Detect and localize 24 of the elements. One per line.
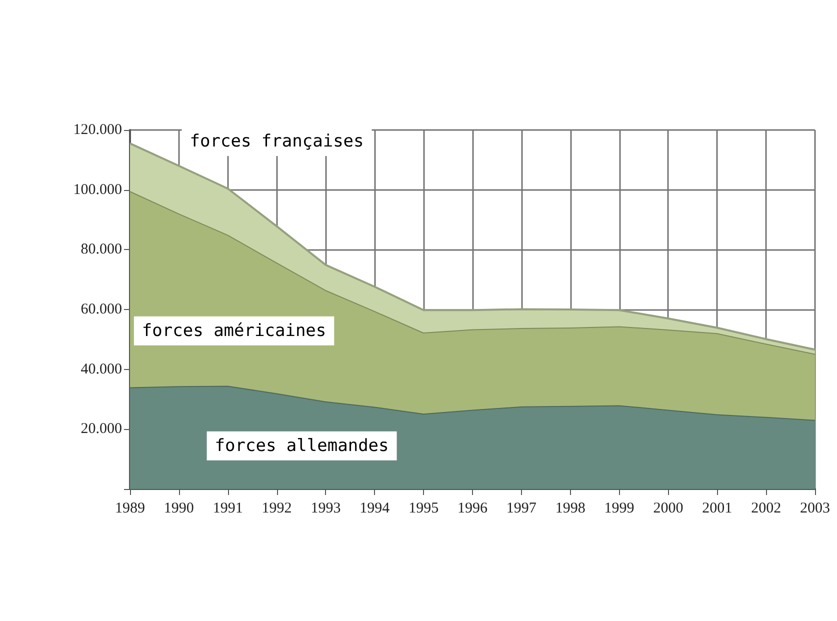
x-tick-label: 1990 bbox=[164, 500, 194, 516]
y-tick-label: 60.000 bbox=[80, 302, 122, 318]
y-tick-label: 40.000 bbox=[80, 361, 122, 378]
y-tick-label: 100.000 bbox=[73, 182, 122, 198]
series-label: forces allemandes bbox=[214, 436, 389, 456]
x-tick-label: 2002 bbox=[751, 500, 782, 516]
x-tick-label: 1996 bbox=[458, 500, 488, 516]
x-tick-label: 2003 bbox=[800, 500, 830, 516]
x-tick-label: 1992 bbox=[262, 500, 292, 516]
x-tick-label: 1998 bbox=[555, 500, 586, 516]
x-tick-label: 1993 bbox=[310, 500, 341, 516]
x-tick-label: 1994 bbox=[360, 500, 390, 516]
x-tick-label: 1995 bbox=[408, 500, 439, 516]
y-tick-label: 80.000 bbox=[80, 242, 122, 258]
x-tick-label: 1997 bbox=[506, 500, 537, 516]
series-label: forces américaines bbox=[142, 320, 326, 341]
x-tick-label: 1991 bbox=[212, 500, 243, 516]
x-tick-label: 2001 bbox=[702, 500, 732, 516]
y-tick-label: 120.000 bbox=[73, 122, 122, 138]
x-tick-label: 1989 bbox=[115, 500, 145, 516]
series-label: forces françaises bbox=[190, 132, 364, 152]
x-tick-label: 1999 bbox=[604, 500, 634, 516]
x-tick-label: 2000 bbox=[653, 500, 684, 516]
y-tick-label: 20.000 bbox=[80, 421, 122, 438]
